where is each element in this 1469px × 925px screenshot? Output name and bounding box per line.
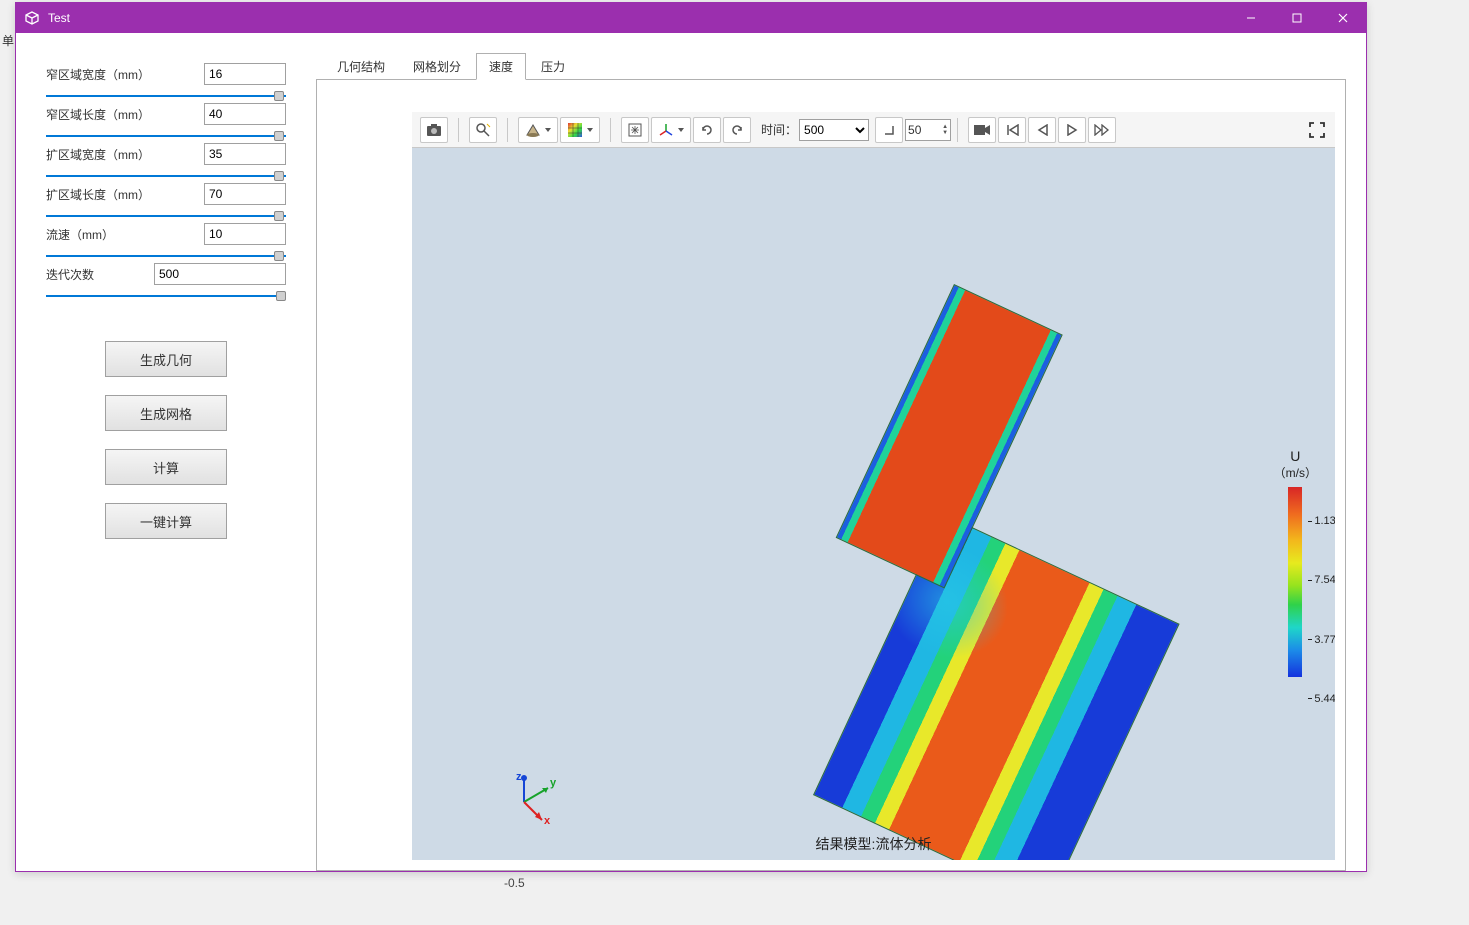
fit-view-button[interactable] bbox=[621, 117, 649, 143]
param-input[interactable] bbox=[204, 143, 286, 165]
legend-colorbar bbox=[1288, 487, 1302, 677]
skip-first-button[interactable] bbox=[998, 117, 1026, 143]
legend-title: U bbox=[1290, 448, 1300, 464]
background-ruler-value: -0.5 bbox=[504, 876, 525, 890]
tab-0[interactable]: 几何结构 bbox=[324, 53, 398, 80]
generate-mesh-button[interactable]: 生成网格 bbox=[105, 395, 227, 431]
param-row-4: 流速（mm） bbox=[46, 223, 286, 263]
param-input[interactable] bbox=[204, 103, 286, 125]
viewer-frame: 时间： 500 50 ▲▼ bbox=[316, 79, 1346, 871]
zoom-button[interactable] bbox=[469, 117, 497, 143]
legend-tick: 1.132e+01 bbox=[1308, 515, 1335, 527]
window-close-button[interactable] bbox=[1320, 3, 1366, 33]
param-label: 窄区域宽度（mm） bbox=[46, 66, 196, 83]
window-title: Test bbox=[48, 11, 1228, 25]
param-row-3: 扩区域长度（mm） bbox=[46, 183, 286, 223]
rotate-ccw-button[interactable] bbox=[693, 117, 721, 143]
param-slider[interactable] bbox=[46, 169, 286, 183]
compute-button[interactable]: 计算 bbox=[105, 449, 227, 485]
titlebar: Test bbox=[16, 3, 1366, 33]
param-label: 流速（mm） bbox=[46, 226, 196, 243]
window-maximize-button[interactable] bbox=[1274, 3, 1320, 33]
param-label: 扩区域长度（mm） bbox=[46, 186, 196, 203]
axis-orientation-dropdown[interactable] bbox=[651, 117, 691, 143]
tab-strip: 几何结构网格划分速度压力 bbox=[316, 53, 1346, 80]
generate-geometry-button[interactable]: 生成几何 bbox=[105, 341, 227, 377]
time-label: 时间： bbox=[761, 121, 797, 138]
svg-text:x: x bbox=[544, 815, 551, 827]
svg-text:y: y bbox=[550, 777, 557, 789]
play-button[interactable] bbox=[1058, 117, 1086, 143]
result-label: 结果模型:流体分析 bbox=[816, 834, 932, 854]
snapshot-button[interactable] bbox=[420, 117, 448, 143]
param-row-1: 窄区域长度（mm） bbox=[46, 103, 286, 143]
legend-tick: 3.775e+00 bbox=[1308, 634, 1335, 646]
param-label: 窄区域长度（mm） bbox=[46, 106, 196, 123]
color-legend: U （m/s） 1.132e+017.549e+003.775e+005.444… bbox=[1274, 448, 1317, 683]
param-row-2: 扩区域宽度（mm） bbox=[46, 143, 286, 183]
svg-text:z: z bbox=[516, 771, 522, 783]
main-panel: 几何结构网格划分速度压力 bbox=[316, 33, 1366, 871]
time-select[interactable]: 500 bbox=[799, 119, 869, 141]
legend-tick: 5.444e-05 bbox=[1308, 693, 1335, 705]
record-button[interactable] bbox=[968, 117, 996, 143]
param-input[interactable] bbox=[204, 223, 286, 245]
app-icon bbox=[24, 10, 40, 26]
rotate-cw-button[interactable] bbox=[723, 117, 751, 143]
tab-3[interactable]: 压力 bbox=[528, 53, 578, 80]
viewer-canvas[interactable]: z y x U （m/s） bbox=[412, 148, 1335, 860]
viewer-toolbar: 时间： 500 50 ▲▼ bbox=[412, 112, 1335, 148]
shading-dropdown[interactable] bbox=[518, 117, 558, 143]
app-window: Test 窄区域宽度（mm） 窄区域长度（mm） 扩区域宽度（mm） 扩区域长度（mm… bbox=[15, 2, 1367, 872]
time-end-button[interactable] bbox=[875, 117, 903, 143]
param-slider[interactable] bbox=[46, 89, 286, 103]
tab-1[interactable]: 网格划分 bbox=[400, 53, 474, 80]
tab-2[interactable]: 速度 bbox=[476, 53, 526, 80]
orientation-triad: z y x bbox=[504, 764, 564, 824]
param-slider[interactable] bbox=[46, 289, 286, 303]
fast-forward-button[interactable] bbox=[1088, 117, 1116, 143]
param-row-0: 窄区域宽度（mm） bbox=[46, 63, 286, 103]
viewer: 时间： 500 50 ▲▼ bbox=[412, 112, 1335, 860]
param-row-5: 迭代次数 bbox=[46, 263, 286, 303]
fullscreen-button[interactable] bbox=[1303, 117, 1331, 143]
window-minimize-button[interactable] bbox=[1228, 3, 1274, 33]
param-slider[interactable] bbox=[46, 249, 286, 263]
param-label: 迭代次数 bbox=[46, 266, 146, 283]
step-back-button[interactable] bbox=[1028, 117, 1056, 143]
sidebar: 窄区域宽度（mm） 窄区域长度（mm） 扩区域宽度（mm） 扩区域长度（mm） 流速（m… bbox=[16, 33, 316, 871]
param-slider[interactable] bbox=[46, 209, 286, 223]
param-input[interactable] bbox=[204, 63, 286, 85]
param-label: 扩区域宽度（mm） bbox=[46, 146, 196, 163]
frame-spinner[interactable]: 50 ▲▼ bbox=[905, 119, 951, 141]
param-input[interactable] bbox=[204, 183, 286, 205]
legend-unit: （m/s） bbox=[1274, 464, 1317, 481]
param-slider[interactable] bbox=[46, 129, 286, 143]
legend-tick: 7.549e+00 bbox=[1308, 574, 1335, 586]
colormap-dropdown[interactable] bbox=[560, 117, 600, 143]
param-input[interactable] bbox=[154, 263, 286, 285]
one-click-compute-button[interactable]: 一键计算 bbox=[105, 503, 227, 539]
